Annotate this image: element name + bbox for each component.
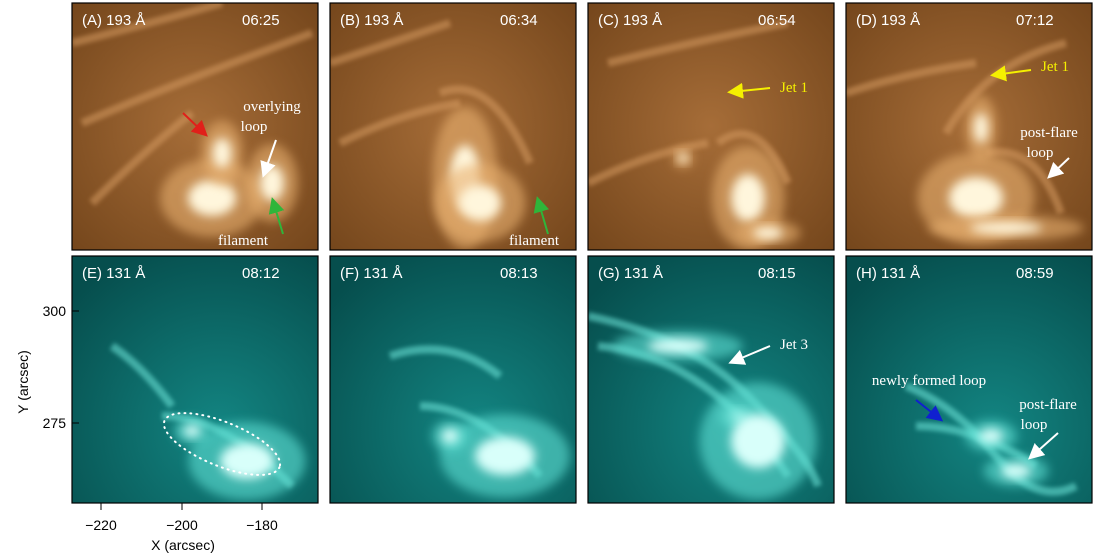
annotation: post-flare — [1020, 125, 1078, 141]
annotation: loop — [1027, 145, 1054, 161]
panel-time: 08:12 — [242, 265, 280, 282]
y-tick-label: 300 — [43, 303, 67, 319]
annotation: loop — [241, 119, 268, 135]
panel-time: 06:34 — [500, 12, 538, 29]
panel-time: 06:25 — [242, 12, 280, 29]
panel-label: (G) 131 Å — [598, 265, 663, 282]
annotation: filament — [218, 233, 269, 249]
bright-core — [260, 165, 284, 201]
bright-core — [949, 177, 1003, 219]
bright-core — [731, 414, 785, 468]
panel-label: (A) 193 Å — [82, 12, 145, 29]
image-panel: (E) 131 Å 08:12 — [72, 256, 318, 503]
bright-core — [753, 227, 783, 239]
image-panel: (C) 193 Å 06:54 — [588, 3, 834, 250]
image-panel: (G) 131 Å 08:15 — [588, 256, 834, 503]
annotation: newly formed loop — [872, 373, 986, 389]
image-panel: (B) 193 Å 06:34 — [330, 3, 576, 250]
panel-image — [588, 256, 834, 503]
annotation: filament — [509, 233, 560, 249]
x-axis-label: X (arcsec) — [151, 537, 215, 553]
panel-time: 06:54 — [758, 12, 796, 29]
bright-core — [974, 113, 988, 143]
panel-image — [588, 3, 834, 250]
panel-image — [330, 3, 576, 250]
x-tick-label: −200 — [166, 517, 198, 533]
x-tick-label: −180 — [246, 517, 278, 533]
image-panel: (A) 193 Å 06:25 — [72, 3, 318, 250]
bright-core — [731, 174, 765, 222]
y-tick-label: 275 — [43, 415, 67, 431]
annotation: Jet 3 — [780, 337, 808, 353]
panel-time: 07:12 — [1016, 12, 1054, 29]
y-axis-label: Y (arcsec) — [15, 350, 31, 414]
image-panel: (F) 131 Å 08:13 — [330, 256, 576, 503]
bright-core — [212, 138, 231, 168]
page: Y (arcsec) X (arcsec) (A) 193 Å 06:25 over… — [0, 0, 1094, 560]
bright-core — [970, 222, 1042, 234]
bright-core — [188, 180, 236, 216]
bright-core — [678, 153, 688, 163]
bright-core — [475, 437, 535, 475]
panel-image — [72, 3, 318, 250]
annotation: Jet 1 — [780, 80, 808, 96]
bright-core — [979, 429, 1003, 443]
annotation: overlying — [243, 99, 301, 115]
panel-time: 08:15 — [758, 265, 796, 282]
panel-time: 08:59 — [1016, 265, 1054, 282]
annotation: post-flare — [1019, 397, 1077, 413]
bright-core — [648, 339, 708, 353]
bright-core — [459, 185, 501, 221]
panel-time: 08:13 — [500, 265, 538, 282]
panel-label: (E) 131 Å — [82, 265, 145, 282]
panel-image — [330, 256, 576, 503]
figure: Y (arcsec) X (arcsec) (A) 193 Å 06:25 over… — [0, 0, 1094, 560]
panel-label: (C) 193 Å — [598, 12, 662, 29]
bright-core — [1001, 464, 1031, 478]
panel-label: (F) 131 Å — [340, 265, 403, 282]
bright-core — [184, 425, 201, 437]
panel-label: (D) 193 Å — [856, 12, 920, 29]
annotation: Jet 1 — [1041, 59, 1069, 75]
x-tick-label: −220 — [85, 517, 117, 533]
bright-core — [442, 429, 459, 443]
panel-label: (B) 193 Å — [340, 12, 403, 29]
panel-image — [72, 256, 318, 503]
annotation: loop — [1021, 417, 1048, 433]
panel-label: (H) 131 Å — [856, 265, 920, 282]
